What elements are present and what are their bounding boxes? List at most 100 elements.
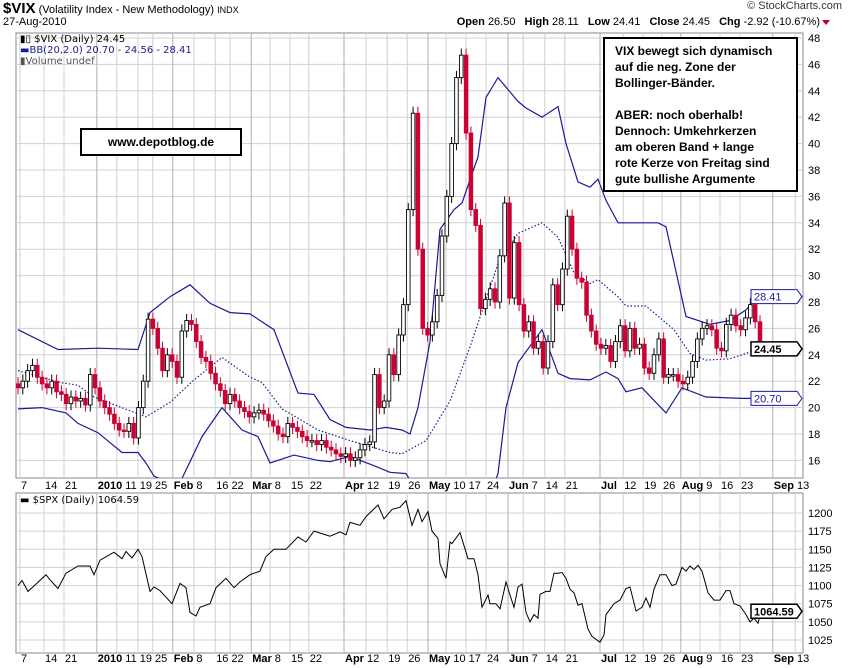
candle [213,372,218,385]
candle [194,323,199,343]
candle [632,327,637,349]
x-tick-label: 17 [469,480,481,492]
x-tick-label: 19 [388,653,400,665]
y-tick-label: 38 [808,165,820,177]
x-tick-label: Jun [509,480,529,492]
x-tick-label: 19 [140,653,152,665]
candle [247,411,252,418]
x-tick-label: 13 [797,653,809,665]
candle [232,393,238,402]
candle [593,330,599,345]
candle [304,436,310,442]
candle [391,354,397,376]
x-tick-label: Sep [774,653,794,665]
x-tick-label: May [429,653,451,665]
legend-bb: ▬BB(20,2.0) 20.70 - 24.56 - 28.41 [20,45,192,56]
candle [377,374,382,409]
candle [459,54,464,79]
candle [49,380,54,389]
candle [463,54,469,134]
x-tick-label: 16 [216,480,228,492]
x-tick-label: 7 [532,653,538,665]
y-tick-label: 1025 [808,635,832,647]
candle [78,397,83,402]
candle [242,407,247,413]
x-tick-label: Aug [682,480,703,492]
x-tick-label: Apr [345,653,365,665]
chg-label: Chg [719,16,741,28]
candle [338,453,344,457]
candle [690,360,695,378]
candle [39,376,45,385]
x-tick-label: 2010 [98,480,122,492]
candle [165,354,170,372]
y-tick-label: 28 [808,297,820,309]
candle [300,430,305,438]
high-value: 28.11 [552,16,579,28]
candle [598,343,604,349]
candle [116,422,122,431]
x-tick-label: 12 [367,480,379,492]
candle [189,320,194,325]
note-line: Dennoch: Umkehrkerzen [615,124,757,138]
candle [160,347,165,372]
candle [121,429,127,432]
x-tick-label: 2010 [98,653,122,665]
x-tick-label: 16 [721,653,733,665]
candle [348,453,353,461]
candle [420,248,425,329]
x-tick-label: Aug [682,653,703,665]
candle [492,288,498,303]
candle [309,440,315,443]
candle [603,345,609,349]
x-tick-label: Feb [174,653,194,665]
price-marker [750,289,803,305]
note-line: am oberen Band + lange [615,140,755,154]
copyright[interactable]: © StockCharts.com [747,0,842,12]
candle [261,409,266,415]
candle [237,400,242,409]
ohlc-summary: Open 26.50 High 28.11 Low 24.41 Close 24… [451,16,820,28]
exchange: INDX [217,5,239,15]
candle [622,325,628,352]
x-tick-label: Mar [252,480,272,492]
candle [68,396,74,405]
candle [271,420,276,427]
x-tick-label: 26 [663,653,675,665]
note-line: VIX bewegt sich dynamisch [615,44,773,58]
candle [362,444,368,451]
y-tick-label: 36 [808,191,820,203]
candle [112,413,117,424]
candle [714,329,719,349]
candle [107,407,112,415]
x-tick-label: May [429,480,451,492]
x-tick-label: 11 [125,480,136,492]
x-tick-label: 23 [741,653,753,665]
legend-bb-label: BB(20,2.0) 20.70 - 24.56 - 28.41 [29,45,192,56]
x-tick-label: 10 [453,653,465,665]
y-tick-label: 48 [808,33,820,45]
x-tick-label: 14 [45,480,57,492]
candle [483,298,488,310]
candle [685,376,690,385]
x-tick-label: 8 [196,480,202,492]
candle [439,235,445,296]
candle [569,215,575,250]
candle [531,321,536,349]
candle [642,343,647,369]
candle [608,345,613,362]
candle [218,383,223,391]
candle [102,400,107,409]
candle [266,413,271,422]
candle [410,112,416,211]
candle [396,334,401,376]
legend-spx-label: $SPX (Daily) 1064.59 [32,495,140,506]
candle [521,304,527,332]
candle [709,325,715,331]
x-tick-label: 22 [310,480,322,492]
symbol-name: (Volatility Index - New Methodology) [38,4,215,16]
candle [646,367,652,374]
legend-spx: ▬ $SPX (Daily) 1064.59 [20,495,139,506]
candle [637,343,642,349]
candle [208,360,213,374]
